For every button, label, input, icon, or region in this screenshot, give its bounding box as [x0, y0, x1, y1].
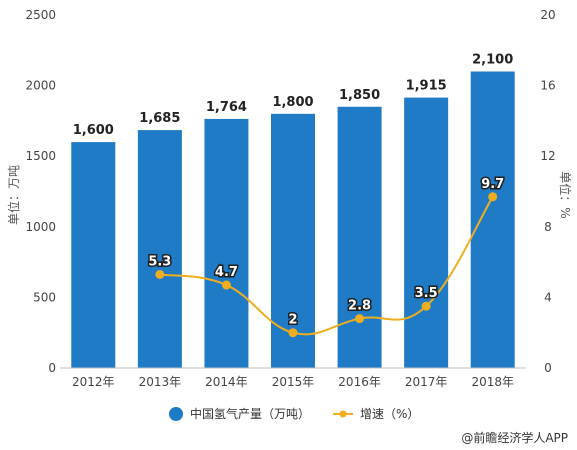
left-tick-label: 2500 — [25, 8, 56, 22]
right-tick-label: 4 — [544, 290, 552, 304]
line-data-label: 3.5 — [415, 286, 438, 301]
x-tick-label: 2016年 — [338, 375, 381, 389]
right-tick-label: 12 — [540, 149, 555, 163]
line-data-label: 4.7 — [215, 265, 238, 280]
bar-data-label: 1,800 — [272, 95, 313, 110]
line-point — [288, 328, 298, 338]
x-tick-label: 2014年 — [205, 375, 248, 389]
right-axis-ticks: 0 4 8 12 16 20 — [540, 8, 555, 375]
x-tick-label: 2018年 — [471, 375, 514, 389]
x-tick-label: 2012年 — [72, 375, 115, 389]
right-tick-label: 8 — [544, 220, 552, 234]
bar — [404, 97, 449, 369]
bar-data-label: 1,915 — [406, 79, 447, 94]
bar-data-label: 1,850 — [339, 88, 380, 103]
right-axis-title: 单位：% — [558, 171, 573, 218]
x-tick-label: 2013年 — [139, 375, 182, 389]
line-data-label: 2.8 — [348, 299, 371, 314]
legend-bar-marker — [169, 407, 183, 421]
bar — [71, 142, 116, 368]
bar-data-labels: 1,600 1,685 1,764 1,800 1,850 1,915 2,100 — [73, 52, 514, 138]
bar-data-label: 2,100 — [472, 52, 513, 67]
line-point — [488, 192, 498, 202]
line-data-label: 5.3 — [148, 254, 171, 269]
bar — [470, 71, 515, 368]
bar — [337, 106, 382, 368]
x-tick-label: 2015年 — [272, 375, 315, 389]
legend: 中国氢气产量（万吨） 增速（%） — [169, 406, 419, 421]
bar-data-label: 1,685 — [139, 111, 180, 126]
legend-line-marker-dot — [339, 410, 347, 418]
line-data-labels: 5.3 4.7 2 2.8 3.5 9.7 — [147, 175, 506, 329]
bar-series — [71, 71, 515, 369]
right-tick-label: 16 — [540, 79, 555, 93]
left-axis-title: 单位：万吨 — [6, 165, 21, 225]
bar — [204, 118, 249, 368]
x-tick-label: 2017年 — [405, 375, 448, 389]
right-tick-label: 20 — [540, 8, 555, 22]
left-tick-label: 1000 — [25, 220, 56, 234]
left-axis-ticks: 0 500 1000 1500 2000 2500 — [25, 8, 56, 375]
line-point — [155, 269, 165, 279]
left-tick-label: 500 — [33, 290, 56, 304]
line-data-label: 2 — [288, 313, 297, 328]
legend-line-label: 增速（%） — [360, 407, 419, 421]
line-series — [155, 192, 498, 338]
bar-data-label: 1,764 — [206, 100, 247, 115]
bar — [137, 130, 182, 368]
line-point — [221, 280, 231, 290]
line-point — [355, 314, 365, 324]
line-point — [421, 301, 431, 311]
source-credit: @前瞻经济学人APP — [461, 430, 568, 445]
bar-data-label: 1,600 — [73, 123, 114, 138]
x-axis-ticks: 2012年 2013年 2014年 2015年 2016年 2017年 2018年 — [72, 375, 514, 389]
line-data-label: 9.7 — [481, 177, 504, 192]
left-tick-label: 1500 — [25, 149, 56, 163]
left-tick-label: 2000 — [25, 79, 56, 93]
right-tick-label: 0 — [544, 361, 552, 375]
left-tick-label: 0 — [48, 361, 56, 375]
legend-bar-label: 中国氢气产量（万吨） — [190, 406, 310, 421]
